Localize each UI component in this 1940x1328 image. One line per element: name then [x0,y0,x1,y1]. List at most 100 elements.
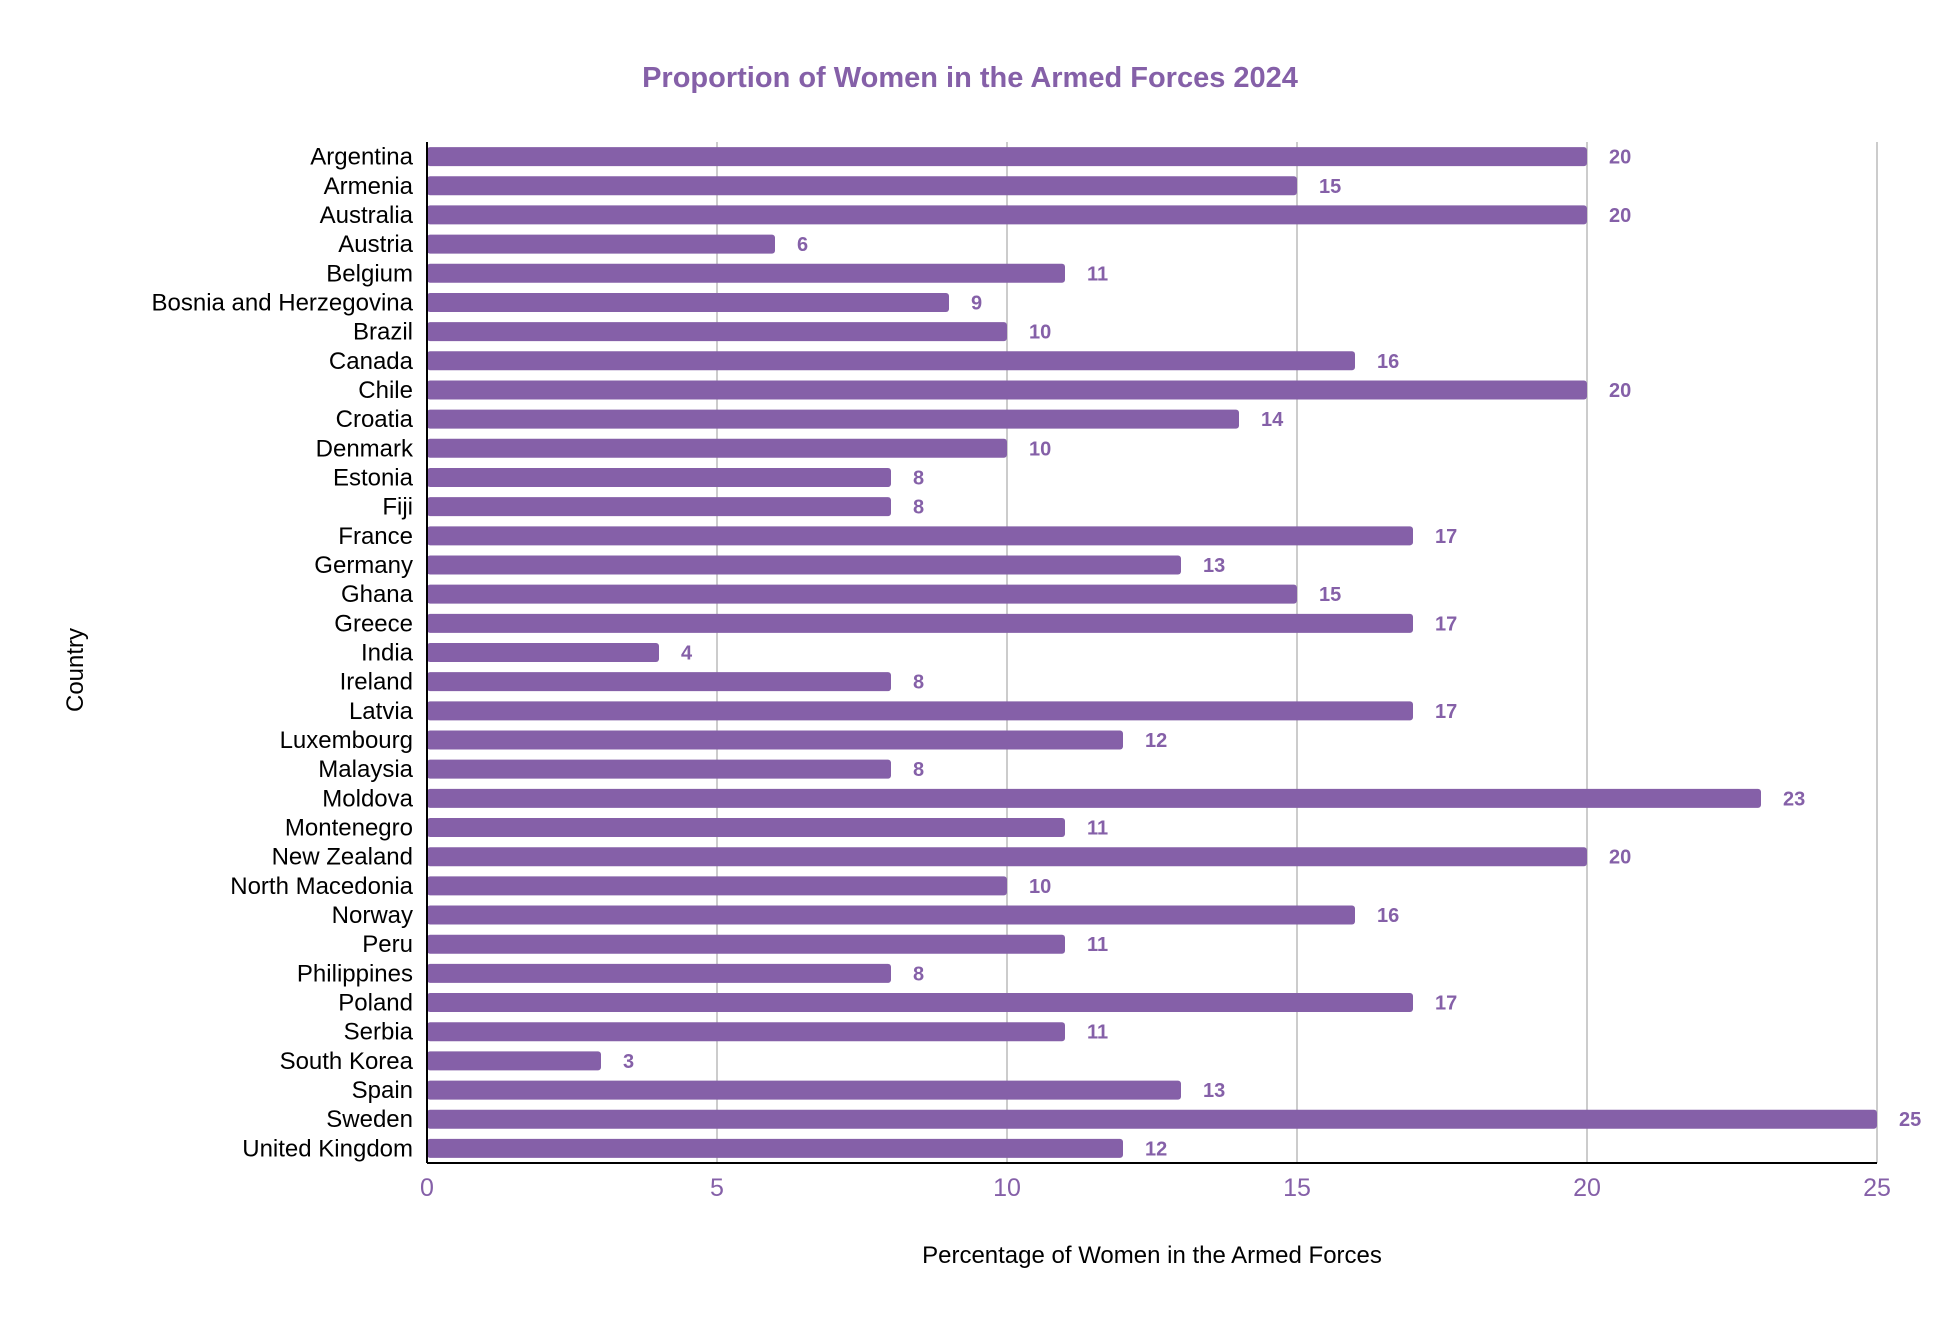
y-axis-title: Country [62,628,89,712]
data-label-france: 17 [1435,526,1457,548]
data-label-sweden: 25 [1899,1109,1921,1131]
category-label-ghana: Ghana [341,581,414,608]
bar-sweden [427,1109,1877,1129]
bar-peru [427,934,1065,954]
category-label-sweden: Sweden [326,1106,413,1133]
category-label-croatia: Croatia [336,406,414,433]
bar-argentina [427,147,1587,167]
category-label-armenia: Armenia [324,173,414,200]
chart-title: Proportion of Women in the Armed Forces … [642,62,1298,94]
data-label-austria: 6 [797,234,808,256]
bar-united-kingdom [427,1138,1123,1158]
bar-luxembourg [427,730,1123,750]
data-label-new-zealand: 20 [1609,847,1631,869]
data-label-greece: 17 [1435,613,1457,635]
category-label-belgium: Belgium [326,260,413,287]
bar-croatia [427,409,1239,429]
bar-chile [427,380,1587,400]
x-tick-label-10: 10 [993,1174,1021,1202]
data-label-north-macedonia: 10 [1029,876,1051,898]
category-label-brazil: Brazil [353,319,413,346]
bar-norway [427,905,1355,925]
data-label-fiji: 8 [913,497,924,519]
data-label-australia: 20 [1609,205,1631,227]
data-label-brazil: 10 [1029,322,1051,344]
data-label-norway: 16 [1377,905,1399,927]
data-label-peru: 11 [1087,934,1108,956]
data-label-latvia: 17 [1435,701,1457,723]
bar-fiji [427,497,891,517]
category-label-philippines: Philippines [297,960,413,987]
bar-estonia [427,467,891,487]
bar-germany [427,555,1181,575]
gridlines [716,142,1878,1163]
data-label-germany: 13 [1203,555,1225,577]
bar-australia [427,205,1587,225]
bar-latvia [427,701,1413,721]
category-label-chile: Chile [358,377,413,404]
bar-poland [427,993,1413,1013]
data-label-serbia: 11 [1087,1022,1108,1044]
x-axis-title: Percentage of Women in the Armed Forces [922,1242,1382,1269]
category-label-austria: Austria [338,231,413,258]
x-tick-label-25: 25 [1863,1174,1891,1202]
data-label-ireland: 8 [913,672,924,694]
data-label-united-kingdom: 12 [1145,1138,1167,1160]
bar-armenia [427,176,1297,196]
category-label-argentina: Argentina [310,144,413,171]
data-label-philippines: 8 [913,963,924,985]
bar-brazil [427,322,1007,342]
category-label-north-macedonia: North Macedonia [230,873,413,900]
data-label-spain: 13 [1203,1080,1225,1102]
category-label-france: France [338,523,413,550]
data-label-bosnia-and-herzegovina: 9 [971,292,982,314]
bar-serbia [427,1022,1065,1042]
category-label-norway: Norway [332,902,413,929]
x-tick-label-15: 15 [1283,1174,1311,1202]
category-label-australia: Australia [320,202,414,229]
category-label-south-korea: South Korea [280,1048,414,1075]
category-label-greece: Greece [334,610,413,637]
data-label-moldova: 23 [1783,788,1805,810]
bar-new-zealand [427,847,1587,867]
bar-denmark [427,438,1007,458]
bar-south-korea [427,1051,601,1071]
data-label-south-korea: 3 [623,1051,634,1073]
category-label-malaysia: Malaysia [318,756,413,783]
bar-philippines [427,963,891,983]
data-label-belgium: 11 [1087,263,1108,285]
category-label-montenegro: Montenegro [285,815,413,842]
x-tick-label-0: 0 [420,1174,434,1202]
category-label-serbia: Serbia [344,1019,414,1046]
data-label-croatia: 14 [1261,409,1284,431]
data-label-malaysia: 8 [913,759,924,781]
bar-greece [427,613,1413,633]
category-label-bosnia-and-herzegovina: Bosnia and Herzegovina [151,289,413,316]
category-label-germany: Germany [314,552,413,579]
category-label-luxembourg: Luxembourg [280,727,413,754]
category-label-moldova: Moldova [322,785,413,812]
bar-belgium [427,263,1065,283]
data-label-india: 4 [681,643,693,665]
data-label-argentina: 20 [1609,147,1631,169]
axes [426,142,1877,1164]
category-label-denmark: Denmark [316,435,414,462]
bar-moldova [427,788,1761,808]
bar-bosnia-and-herzegovina [427,292,949,312]
data-label-ghana: 15 [1319,584,1341,606]
data-label-denmark: 10 [1029,438,1051,460]
bar-france [427,526,1413,546]
data-label-luxembourg: 12 [1145,730,1167,752]
x-tick-label-20: 20 [1573,1174,1601,1202]
data-label-montenegro: 11 [1087,818,1108,840]
bars [427,147,1877,1158]
bar-spain [427,1080,1181,1100]
category-label-peru: Peru [362,931,413,958]
data-labels: 20 15 20 6 11 9 10 16 20 14 10 8 8 17 13 15 17 4 8 17 12 8 23 1… [623,147,1921,1161]
category-labels: ArgentinaArmeniaAustraliaAustriaBelgiumB… [151,144,414,1163]
bar-north-macedonia [427,876,1007,896]
category-label-india: India [361,640,414,667]
data-label-canada: 16 [1377,351,1399,373]
category-label-spain: Spain [352,1077,413,1104]
category-label-estonia: Estonia [333,464,414,491]
